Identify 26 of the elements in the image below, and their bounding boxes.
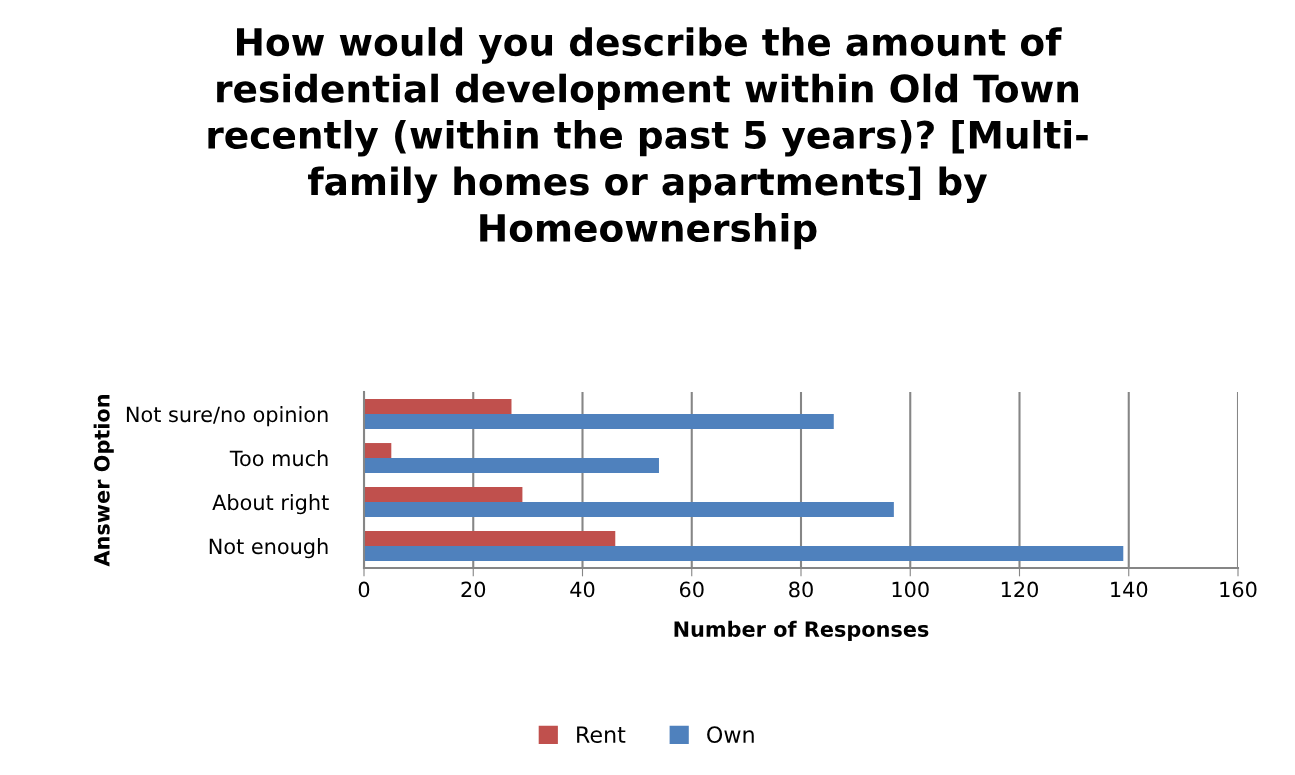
bar (364, 443, 392, 458)
y-tick-label: Not enough (209, 538, 328, 559)
y-axis-title: Answer Option (93, 395, 114, 567)
x-tick-label: 80 (789, 581, 813, 598)
x-tick-label: 120 (1001, 581, 1038, 598)
x-tick-label: 40 (570, 581, 595, 598)
bar (364, 531, 616, 546)
y-tick-label: Too much (229, 450, 328, 467)
y-tick-label: Not sure/no opinion (126, 406, 328, 427)
x-tick-label: 0 (358, 581, 370, 598)
bar (364, 546, 1124, 561)
bar (364, 502, 894, 517)
x-tick-label: 60 (679, 581, 704, 598)
legend-label: Rent (577, 726, 626, 743)
x-tick-label: 140 (1111, 581, 1148, 598)
bar (364, 414, 834, 429)
bar (364, 487, 523, 502)
bar (364, 458, 659, 473)
x-axis-title: Number of Responses (674, 620, 929, 641)
bar (364, 399, 512, 414)
y-tick-label: About right (212, 494, 329, 515)
x-tick-label: 20 (461, 581, 486, 598)
x-tick-label: 160 (1220, 581, 1257, 598)
chart-title: How would you describe the amount of residential development within Old Town recently (within the past 5 years)? [Multi- family homes or apartments] by Homeownership (208, 27, 1088, 250)
legend-label: Own (707, 726, 754, 743)
x-tick-label: 100 (892, 581, 929, 598)
